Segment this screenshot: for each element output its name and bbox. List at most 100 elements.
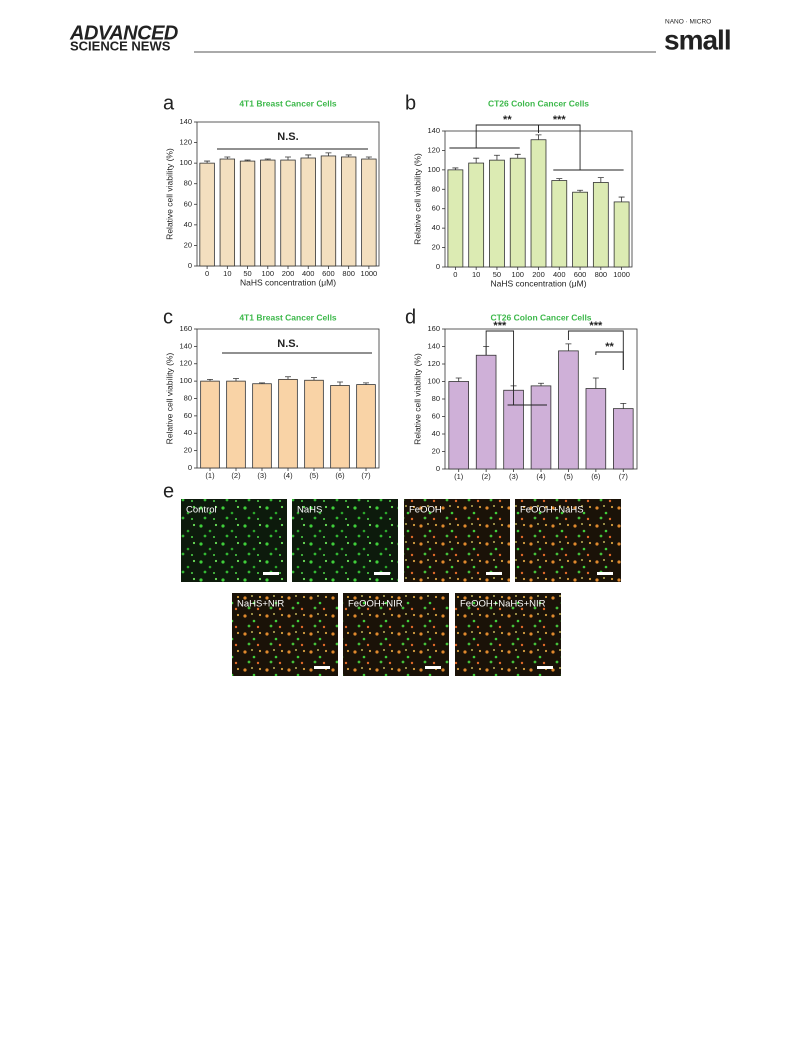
bar <box>530 139 547 268</box>
y-tick-label: 100 <box>179 376 192 385</box>
x-tick-label: 200 <box>532 270 545 279</box>
significance-bracket <box>567 330 624 370</box>
bar <box>468 162 485 268</box>
bar <box>509 157 526 268</box>
bar <box>320 155 337 267</box>
x-tick-label: (5) <box>309 471 319 480</box>
x-tick-label: 100 <box>511 270 524 279</box>
chart-title: 4T1 Breast Cancer Cells <box>239 98 337 108</box>
x-tick-label: 10 <box>223 269 231 278</box>
x-tick-label: 800 <box>595 270 608 279</box>
x-axis-label: NaHS concentration (μM) <box>490 278 586 288</box>
bar <box>530 385 552 470</box>
x-tick-label: (3) <box>257 471 267 480</box>
error-bar <box>473 157 480 164</box>
significance-label: ** <box>503 114 512 126</box>
micrograph-label: FeOOH <box>409 505 442 516</box>
bar <box>226 380 246 469</box>
error-bar <box>204 160 211 164</box>
x-tick-label: (7) <box>361 471 371 480</box>
x-tick-label: 400 <box>302 269 315 278</box>
error-bar <box>514 153 521 159</box>
y-tick-label: 80 <box>432 394 440 403</box>
y-tick-label: 20 <box>184 240 192 249</box>
y-tick-label: 40 <box>432 429 440 438</box>
x-tick-label: (2) <box>482 472 492 481</box>
bar <box>340 156 357 267</box>
significance-label: N.S. <box>277 131 298 143</box>
panel-label: e <box>163 480 174 502</box>
chart-title: CT26 Colon Cancer Cells <box>488 98 589 108</box>
y-tick-label: 20 <box>184 446 192 455</box>
bar <box>356 384 376 469</box>
y-tick-label: 120 <box>427 359 440 368</box>
error-bar <box>365 156 372 160</box>
y-tick-label: 140 <box>427 341 440 350</box>
significance-label: ** <box>605 341 614 353</box>
scale-bar <box>263 572 279 575</box>
micrograph-label: NaHS+NIR <box>237 599 284 610</box>
y-tick-label: 60 <box>432 204 440 213</box>
y-tick-label: 100 <box>427 376 440 385</box>
y-tick-label: 0 <box>436 464 440 473</box>
micrograph-label: Control <box>186 505 217 516</box>
y-tick-label: 60 <box>184 411 192 420</box>
y-tick-label: 140 <box>179 341 192 350</box>
x-tick-label: (2) <box>231 471 241 480</box>
bar <box>200 380 220 469</box>
panel-label: a <box>163 92 175 114</box>
bar <box>239 160 256 267</box>
error-bar <box>577 189 584 193</box>
error-bar <box>305 154 312 158</box>
x-tick-label: 0 <box>205 269 209 278</box>
bar <box>304 379 324 469</box>
significance-bracket <box>485 330 515 405</box>
x-tick-label: 600 <box>574 270 587 279</box>
bar <box>585 388 607 470</box>
publisher-name: ADVANCED <box>69 22 178 44</box>
y-tick-label: 160 <box>427 324 440 333</box>
error-bar <box>285 156 291 161</box>
bar <box>572 191 588 268</box>
micrograph <box>515 499 621 582</box>
x-tick-label: 10 <box>472 270 480 279</box>
significance-bracket <box>595 351 624 370</box>
x-tick-label: (4) <box>283 471 293 480</box>
y-tick-label: 40 <box>184 428 192 437</box>
error-bar <box>233 378 239 382</box>
y-tick-label: 60 <box>432 411 440 420</box>
error-bar <box>493 154 500 161</box>
y-tick-label: 20 <box>432 446 440 455</box>
x-tick-label: (1) <box>205 471 215 480</box>
error-bar <box>207 378 213 382</box>
error-bar <box>592 377 599 389</box>
panel-label: c <box>163 306 173 328</box>
y-tick-label: 100 <box>179 158 192 167</box>
error-bar <box>620 402 627 409</box>
error-bar <box>224 156 231 160</box>
micrograph-label: FeOOH+NIR <box>348 599 403 610</box>
error-bar <box>345 154 352 157</box>
bar <box>489 159 505 268</box>
error-bar <box>455 377 462 382</box>
y-tick-label: 40 <box>184 220 192 229</box>
error-bar <box>556 178 563 181</box>
journal-tag: NANO · MICRO <box>665 19 711 26</box>
y-axis-label: Relative cell viability (%) <box>412 353 422 445</box>
significance-label: *** <box>553 114 567 126</box>
significance-label: *** <box>589 320 603 332</box>
x-tick-label: 1000 <box>361 269 378 278</box>
significance-bracket <box>475 124 539 148</box>
x-tick-label: (6) <box>591 472 601 481</box>
bar <box>260 159 276 267</box>
bar <box>278 378 298 469</box>
y-tick-label: 80 <box>184 179 192 188</box>
x-tick-label: 200 <box>282 269 295 278</box>
bar <box>592 182 609 268</box>
y-axis-label: Relative cell viability (%) <box>412 153 422 245</box>
y-tick-label: 0 <box>436 262 440 271</box>
scale-bar <box>486 572 502 575</box>
journal-name: small <box>664 24 731 55</box>
y-tick-label: 120 <box>427 145 440 154</box>
